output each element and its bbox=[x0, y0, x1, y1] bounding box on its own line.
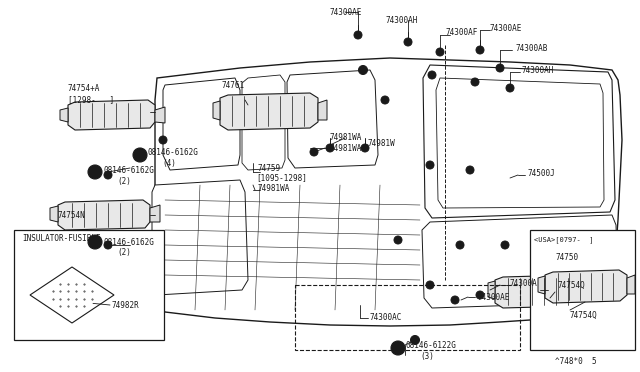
Circle shape bbox=[451, 296, 459, 304]
Circle shape bbox=[501, 241, 509, 249]
Text: 74750: 74750 bbox=[555, 253, 578, 263]
Polygon shape bbox=[242, 75, 285, 170]
Circle shape bbox=[104, 171, 112, 179]
Circle shape bbox=[498, 66, 502, 70]
Circle shape bbox=[88, 235, 102, 249]
Circle shape bbox=[506, 84, 514, 92]
Circle shape bbox=[476, 291, 484, 299]
Circle shape bbox=[496, 64, 504, 72]
Circle shape bbox=[159, 136, 167, 144]
Text: [1095-1298]: [1095-1298] bbox=[256, 173, 307, 183]
Text: 74981WA: 74981WA bbox=[330, 132, 362, 141]
Text: 74300AH: 74300AH bbox=[385, 16, 417, 25]
Text: B: B bbox=[138, 153, 142, 157]
Circle shape bbox=[133, 148, 147, 162]
Polygon shape bbox=[436, 78, 604, 208]
Text: 74300AB: 74300AB bbox=[515, 44, 547, 52]
Circle shape bbox=[391, 341, 405, 355]
Text: 74981W: 74981W bbox=[368, 138, 396, 148]
Circle shape bbox=[438, 50, 442, 54]
Text: 74761: 74761 bbox=[222, 80, 245, 90]
Circle shape bbox=[410, 336, 419, 344]
Text: (4): (4) bbox=[162, 158, 176, 167]
Circle shape bbox=[404, 38, 412, 46]
Text: 74500J: 74500J bbox=[527, 169, 555, 177]
Text: B: B bbox=[93, 240, 97, 244]
FancyBboxPatch shape bbox=[14, 230, 164, 340]
Polygon shape bbox=[68, 100, 155, 130]
Text: 08146-6162G: 08146-6162G bbox=[103, 237, 154, 247]
Circle shape bbox=[471, 78, 479, 86]
Polygon shape bbox=[30, 267, 114, 323]
Text: 74981WA: 74981WA bbox=[258, 183, 291, 192]
Text: 74300A: 74300A bbox=[510, 279, 538, 288]
Polygon shape bbox=[422, 215, 618, 308]
Text: [1298-   ]: [1298- ] bbox=[68, 96, 115, 105]
Polygon shape bbox=[150, 205, 160, 222]
Text: 74300AE: 74300AE bbox=[477, 292, 509, 301]
Polygon shape bbox=[213, 101, 220, 120]
Polygon shape bbox=[220, 93, 318, 130]
Circle shape bbox=[381, 96, 389, 104]
Circle shape bbox=[426, 281, 434, 289]
Text: B: B bbox=[396, 346, 400, 350]
Text: 74754Q: 74754Q bbox=[570, 311, 598, 320]
Polygon shape bbox=[545, 270, 627, 303]
Circle shape bbox=[466, 166, 474, 174]
Polygon shape bbox=[495, 275, 582, 308]
FancyBboxPatch shape bbox=[530, 230, 635, 350]
Polygon shape bbox=[423, 65, 615, 218]
Text: 74754+A: 74754+A bbox=[68, 83, 100, 93]
Text: <USA>[0797-  ]: <USA>[0797- ] bbox=[534, 237, 593, 243]
Polygon shape bbox=[287, 70, 378, 168]
Circle shape bbox=[456, 241, 464, 249]
Circle shape bbox=[428, 71, 436, 79]
Polygon shape bbox=[488, 281, 495, 299]
Polygon shape bbox=[58, 200, 150, 230]
Polygon shape bbox=[153, 58, 622, 326]
Text: ^748*0  5: ^748*0 5 bbox=[555, 357, 596, 366]
Text: 08146-6122G: 08146-6122G bbox=[406, 340, 457, 350]
Circle shape bbox=[358, 65, 367, 74]
Text: 74300AF: 74300AF bbox=[445, 28, 477, 36]
Text: 08146-6162G: 08146-6162G bbox=[103, 166, 154, 174]
Circle shape bbox=[326, 144, 334, 152]
Polygon shape bbox=[538, 276, 545, 294]
Text: 74981WA: 74981WA bbox=[330, 144, 362, 153]
Circle shape bbox=[88, 165, 102, 179]
Polygon shape bbox=[155, 107, 165, 123]
Text: 74300AC: 74300AC bbox=[370, 314, 403, 323]
Polygon shape bbox=[582, 280, 591, 299]
Text: (2): (2) bbox=[117, 248, 131, 257]
Polygon shape bbox=[163, 78, 240, 170]
Polygon shape bbox=[318, 100, 327, 120]
Text: (2): (2) bbox=[117, 176, 131, 186]
Circle shape bbox=[508, 86, 512, 90]
Circle shape bbox=[394, 236, 402, 244]
Text: 74300AE: 74300AE bbox=[330, 7, 362, 16]
Text: B: B bbox=[93, 170, 97, 174]
Text: 74982R: 74982R bbox=[112, 301, 140, 310]
Polygon shape bbox=[152, 180, 248, 295]
Text: 74300AH: 74300AH bbox=[522, 65, 554, 74]
Circle shape bbox=[354, 31, 362, 39]
Polygon shape bbox=[60, 108, 68, 122]
Polygon shape bbox=[627, 275, 635, 294]
Circle shape bbox=[310, 148, 318, 156]
Circle shape bbox=[476, 46, 484, 54]
Text: 74300AE: 74300AE bbox=[490, 23, 522, 32]
Text: (3): (3) bbox=[420, 352, 434, 360]
Polygon shape bbox=[50, 206, 58, 222]
Text: 74759: 74759 bbox=[258, 164, 281, 173]
Circle shape bbox=[104, 241, 112, 249]
Text: 74754Q: 74754Q bbox=[558, 280, 586, 289]
Text: 74754N: 74754N bbox=[58, 211, 86, 219]
Text: INSULATOR-FUSIBLE: INSULATOR-FUSIBLE bbox=[22, 234, 100, 243]
Circle shape bbox=[426, 161, 434, 169]
Text: 08146-6162G: 08146-6162G bbox=[148, 148, 199, 157]
Circle shape bbox=[361, 144, 369, 152]
Circle shape bbox=[436, 48, 444, 56]
